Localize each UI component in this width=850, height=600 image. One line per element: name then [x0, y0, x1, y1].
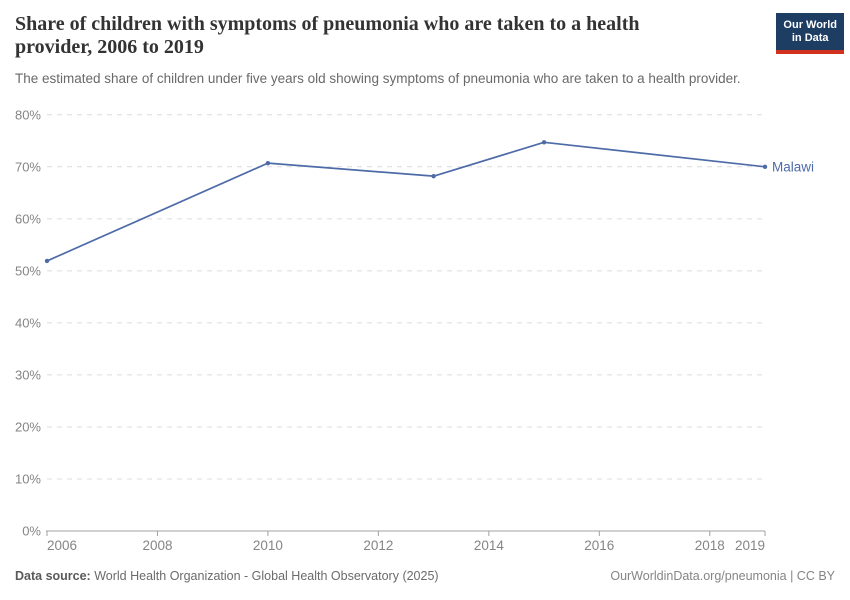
page-title: Share of children with symptoms of pneum… [15, 13, 640, 58]
data-point-marker [762, 164, 768, 169]
y-axis-tick-label: 80% [15, 107, 41, 122]
data-point-marker [265, 160, 271, 166]
logo-text-line2: in Data [791, 32, 829, 44]
line-chart: 0% 10% 20% 30% 40% 50% 60% 70% 80% 2006 2008 2010 20… [15, 107, 814, 553]
data-point-marker [44, 258, 50, 264]
owid-logo: Our World in Data [776, 13, 844, 54]
x-axis-tick-label: 2019 [735, 538, 765, 553]
y-axis-tick-label: 50% [15, 263, 41, 278]
y-axis-tick-label: 30% [15, 367, 41, 382]
series-line-malawi [46, 141, 766, 262]
x-axis-tick-label: 2008 [142, 538, 172, 553]
x-axis-tick-label: 2014 [474, 538, 505, 553]
data-point-marker [431, 173, 436, 179]
series-end-label: Malawi [772, 159, 814, 174]
x-axis-tick-label: 2010 [253, 538, 283, 553]
chart-subtitle: The estimated share of children under fi… [15, 71, 741, 86]
data-source-text: Data source: World Health Organization -… [15, 569, 439, 583]
data-point-marker [541, 140, 547, 145]
citation-link[interactable]: OurWorldinData.org/pneumonia | CC BY [610, 569, 835, 583]
logo-text-line1: Our World [783, 19, 837, 31]
footer: Data source: World Health Organization -… [15, 569, 835, 583]
y-axis-tick-label: 20% [15, 419, 41, 434]
x-axis-tick-label: 2016 [584, 538, 614, 553]
y-axis-tick-label: 10% [15, 471, 41, 486]
y-axis-tick-label: 70% [15, 159, 41, 174]
x-axis-tick-label: 2012 [363, 538, 393, 553]
y-axis-tick-label: 60% [15, 211, 41, 226]
y-axis-tick-label: 40% [15, 315, 41, 330]
y-axis-tick-label: 0% [22, 524, 41, 539]
x-axis-tick-label: 2018 [695, 538, 725, 553]
x-axis-tick-label: 2006 [47, 538, 77, 553]
data-source-value: World Health Organization - Global Healt… [90, 569, 439, 583]
data-source-label: Data source: [15, 569, 91, 583]
